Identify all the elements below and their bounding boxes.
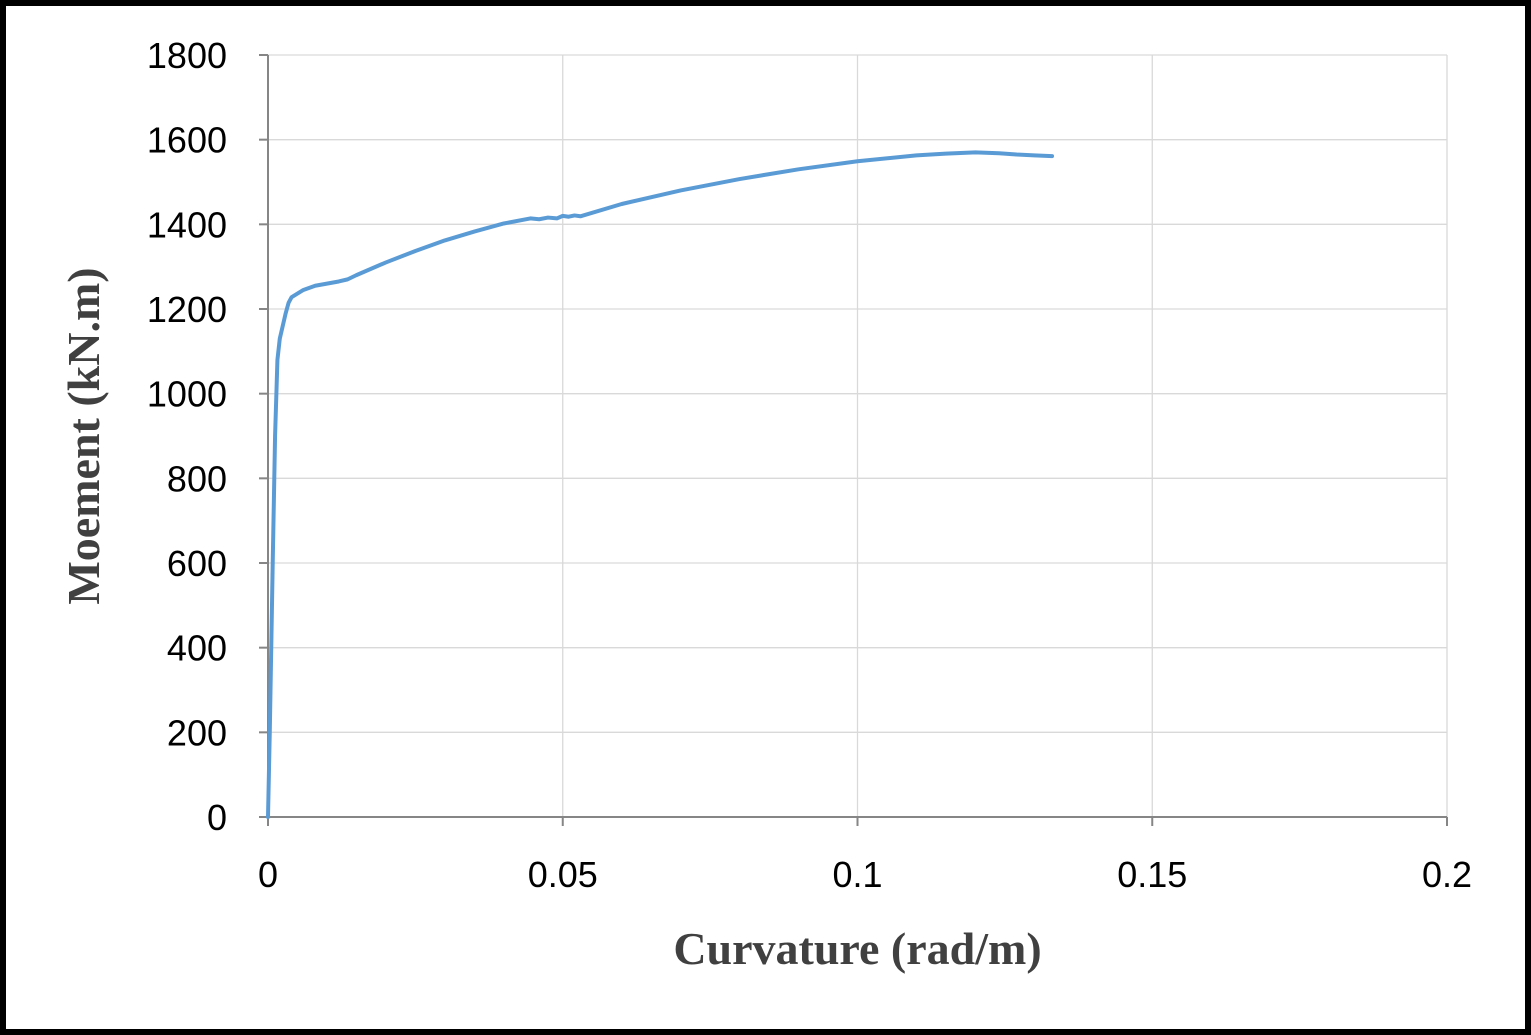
y-tick-label: 1800 bbox=[147, 35, 227, 76]
series-line bbox=[266, 150, 1055, 819]
x-tick-label: 0.15 bbox=[1117, 854, 1187, 895]
grid-lines bbox=[268, 54, 1448, 817]
y-axis-title: Moement (kN.m) bbox=[58, 267, 109, 604]
y-tick-label: 600 bbox=[167, 543, 227, 584]
data-series bbox=[266, 150, 1055, 819]
x-tick-label: 0.2 bbox=[1422, 854, 1472, 895]
y-tick-label: 400 bbox=[167, 628, 227, 669]
tick-labels: 0 200 400 600 800 1000 1200 1400 1600 1800 0 0.05 0.… bbox=[147, 35, 1472, 895]
axes bbox=[259, 54, 1448, 826]
y-tick-label: 0 bbox=[207, 797, 227, 838]
y-tick-label: 1600 bbox=[147, 120, 227, 161]
y-tick-label: 200 bbox=[167, 712, 227, 753]
y-tick-label: 1400 bbox=[147, 204, 227, 245]
x-axis-title: Curvature (rad/m) bbox=[673, 923, 1041, 974]
x-tick-label: 0.05 bbox=[528, 854, 598, 895]
y-tick-label: 1200 bbox=[147, 289, 227, 330]
y-tick-label: 800 bbox=[167, 458, 227, 499]
y-tick-label: 1000 bbox=[147, 374, 227, 415]
x-tick-label: 0.1 bbox=[832, 854, 882, 895]
moment-curvature-chart: 0 200 400 600 800 1000 1200 1400 1600 1800 0 0.05 0.… bbox=[58, 35, 1472, 974]
x-tick-label: 0 bbox=[258, 854, 278, 895]
